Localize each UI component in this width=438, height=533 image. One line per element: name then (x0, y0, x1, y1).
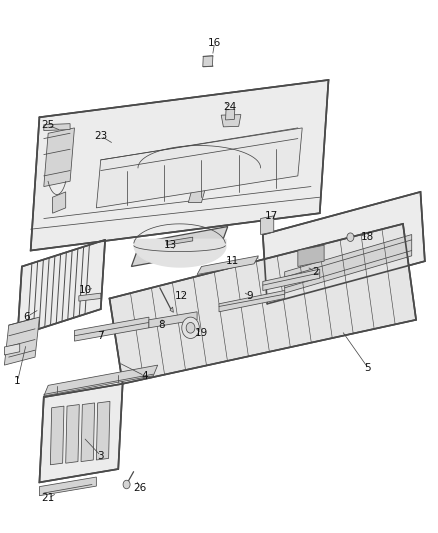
Text: 2: 2 (312, 267, 319, 277)
Polygon shape (197, 256, 258, 274)
Text: 3: 3 (97, 451, 104, 461)
Text: 12: 12 (175, 291, 188, 301)
Polygon shape (4, 344, 20, 355)
Text: 25: 25 (42, 120, 55, 130)
Text: 18: 18 (361, 232, 374, 242)
Polygon shape (44, 128, 74, 187)
Polygon shape (226, 109, 235, 120)
Polygon shape (44, 365, 158, 396)
Polygon shape (50, 406, 64, 465)
Polygon shape (149, 312, 197, 328)
Polygon shape (263, 192, 425, 304)
Text: 19: 19 (195, 328, 208, 338)
Circle shape (186, 322, 195, 333)
Polygon shape (221, 115, 241, 127)
Text: 26: 26 (134, 483, 147, 492)
Text: 7: 7 (97, 331, 104, 341)
Polygon shape (96, 401, 110, 460)
Polygon shape (66, 405, 79, 463)
Text: 13: 13 (164, 240, 177, 250)
Text: 5: 5 (364, 363, 371, 373)
Text: 4: 4 (141, 371, 148, 381)
Polygon shape (298, 245, 324, 266)
Circle shape (347, 233, 354, 241)
Polygon shape (53, 192, 66, 213)
Text: 1: 1 (14, 376, 21, 386)
Polygon shape (18, 240, 105, 336)
Polygon shape (166, 237, 193, 245)
Text: 24: 24 (223, 102, 237, 111)
Polygon shape (261, 216, 274, 235)
Polygon shape (74, 317, 149, 341)
Polygon shape (81, 403, 95, 462)
Polygon shape (79, 293, 101, 301)
Text: 9: 9 (246, 291, 253, 301)
Polygon shape (188, 187, 206, 203)
Polygon shape (4, 317, 39, 365)
Polygon shape (131, 227, 228, 266)
Polygon shape (39, 477, 96, 496)
Polygon shape (44, 124, 70, 131)
Polygon shape (219, 290, 285, 312)
Polygon shape (96, 128, 302, 208)
Polygon shape (285, 235, 412, 293)
Polygon shape (263, 269, 320, 290)
Polygon shape (110, 224, 416, 384)
Polygon shape (170, 307, 173, 312)
Text: 11: 11 (226, 256, 239, 266)
Polygon shape (203, 56, 213, 67)
Text: 21: 21 (42, 494, 55, 503)
Text: 23: 23 (94, 131, 107, 141)
Circle shape (123, 480, 130, 489)
Text: 16: 16 (208, 38, 221, 47)
Text: 10: 10 (79, 286, 92, 295)
Text: 8: 8 (159, 320, 166, 330)
Text: 17: 17 (265, 211, 278, 221)
Polygon shape (31, 80, 328, 251)
Text: 6: 6 (23, 312, 30, 322)
Polygon shape (39, 384, 123, 482)
Circle shape (182, 317, 199, 338)
